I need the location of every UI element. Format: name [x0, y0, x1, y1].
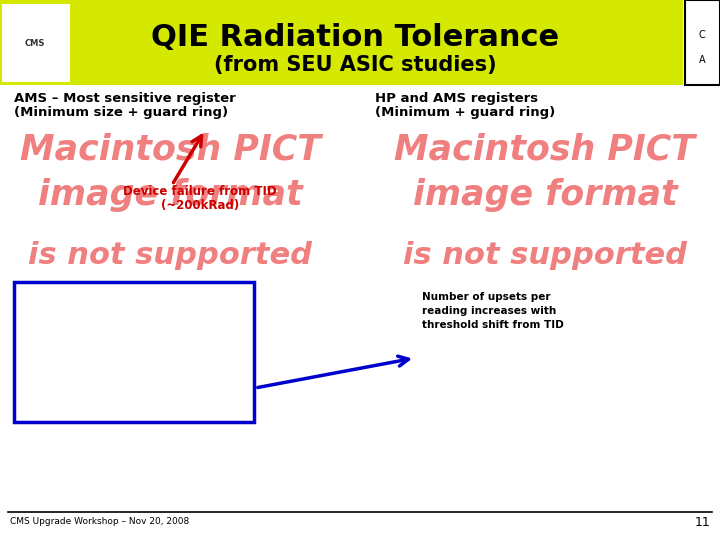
- Text: QIE Radiation Tolerance: QIE Radiation Tolerance: [151, 23, 559, 51]
- Text: (~200kRad): (~200kRad): [161, 199, 239, 212]
- Text: A: A: [698, 55, 706, 65]
- Text: (Minimum + guard ring): (Minimum + guard ring): [375, 106, 555, 119]
- Text: CMS: CMS: [24, 38, 45, 48]
- Text: HP and AMS registers: HP and AMS registers: [375, 92, 538, 105]
- Bar: [0, 0, 683, 85]
- Bar: [685, 0, 720, 85]
- Text: image format: image format: [37, 178, 302, 212]
- Text: threshold shift from TID: threshold shift from TID: [422, 320, 564, 330]
- Bar: [2, 4, 70, 82]
- Bar: [14, 282, 254, 422]
- Text: Macintosh PICT: Macintosh PICT: [19, 133, 320, 167]
- Text: image format: image format: [413, 178, 678, 212]
- Text: Number of upsets per: Number of upsets per: [422, 292, 551, 302]
- Text: reading increases with: reading increases with: [422, 306, 557, 316]
- Text: (Minimum size + guard ring): (Minimum size + guard ring): [14, 106, 228, 119]
- Text: AMS – Most sensitive register: AMS – Most sensitive register: [14, 92, 235, 105]
- Text: Macintosh PICT: Macintosh PICT: [395, 133, 696, 167]
- Text: is not supported: is not supported: [28, 240, 312, 269]
- Text: (from SEU ASIC studies): (from SEU ASIC studies): [214, 55, 496, 75]
- Text: 11: 11: [694, 516, 710, 529]
- Text: Device failure from TID: Device failure from TID: [123, 185, 276, 198]
- Text: C: C: [698, 30, 706, 40]
- Text: CMS Upgrade Workshop – Nov 20, 2008: CMS Upgrade Workshop – Nov 20, 2008: [10, 517, 189, 526]
- Text: is not supported: is not supported: [403, 240, 687, 269]
